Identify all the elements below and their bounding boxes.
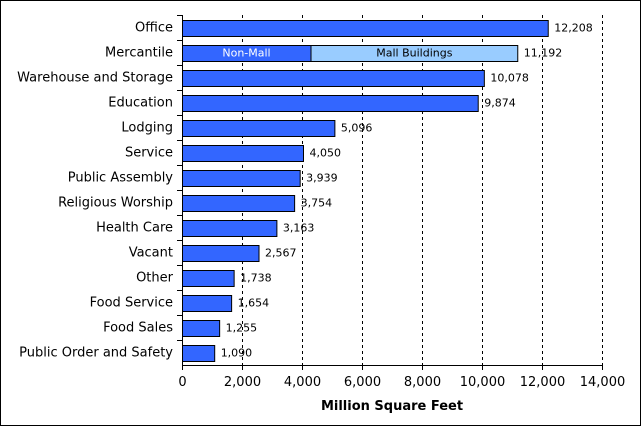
bar xyxy=(182,345,216,362)
labels: 12,208 Office Non-Mall Mall Buildings 11,192… xyxy=(17,21,625,391)
bar xyxy=(182,320,221,337)
x-tick-label: 14,000 xyxy=(580,375,626,390)
bars xyxy=(182,20,549,362)
bar xyxy=(182,195,296,212)
x-axis-title: Million Square Feet xyxy=(321,399,463,414)
value-label: 12,208 xyxy=(554,22,593,35)
x-tick-label: 0 xyxy=(178,375,186,390)
x-tick-label: 4,000 xyxy=(284,375,321,390)
x-tick-label: 2,000 xyxy=(224,375,261,390)
category-label: Public Assembly xyxy=(68,171,174,186)
bar xyxy=(182,20,549,37)
category-label: Warehouse and Storage xyxy=(17,71,173,86)
value-label: 2,567 xyxy=(265,247,297,260)
value-label: 1,738 xyxy=(240,272,272,285)
bar xyxy=(182,170,301,187)
value-label: 1,654 xyxy=(238,297,270,310)
category-label: Office xyxy=(135,21,173,36)
bar xyxy=(182,220,278,237)
value-label: 1,090 xyxy=(221,347,253,360)
bar xyxy=(182,145,304,162)
value-label: 10,078 xyxy=(490,72,528,85)
value-label: 11,192 xyxy=(524,47,563,60)
value-label: 3,754 xyxy=(301,197,333,210)
category-label: Health Care xyxy=(96,221,173,236)
bar xyxy=(182,295,233,312)
value-label: 5,096 xyxy=(341,122,373,135)
segment-label: Non-Mall xyxy=(222,47,270,60)
value-label: 1,255 xyxy=(226,322,258,335)
category-label: Lodging xyxy=(121,121,173,136)
x-tick-label: 10,000 xyxy=(460,375,506,390)
category-label: Education xyxy=(108,96,173,111)
x-tick-label: 12,000 xyxy=(520,375,566,390)
bar xyxy=(182,120,336,137)
value-label: 9,874 xyxy=(484,97,515,110)
bar xyxy=(182,270,235,287)
category-label: Food Sales xyxy=(103,321,173,336)
category-label: Public Order and Safety xyxy=(19,346,173,361)
category-label: Religious Worship xyxy=(58,196,173,211)
bar xyxy=(182,70,485,87)
value-label: 3,163 xyxy=(283,222,315,235)
grid-lines xyxy=(242,15,603,365)
category-label: Other xyxy=(136,271,174,286)
bar xyxy=(182,245,260,262)
x-tick-label: 8,000 xyxy=(404,375,441,390)
axes xyxy=(177,15,603,370)
category-label: Service xyxy=(125,146,173,161)
segment-label: Mall Buildings xyxy=(376,47,452,60)
category-label: Mercantile xyxy=(105,46,173,61)
value-label: 4,050 xyxy=(310,147,342,160)
category-label: Vacant xyxy=(129,246,173,261)
bar xyxy=(182,95,479,112)
x-tick-label: 6,000 xyxy=(344,375,381,390)
value-label: 3,939 xyxy=(306,172,338,185)
category-label: Food Service xyxy=(90,296,173,311)
bar-segment-mall-buildings xyxy=(310,45,519,62)
